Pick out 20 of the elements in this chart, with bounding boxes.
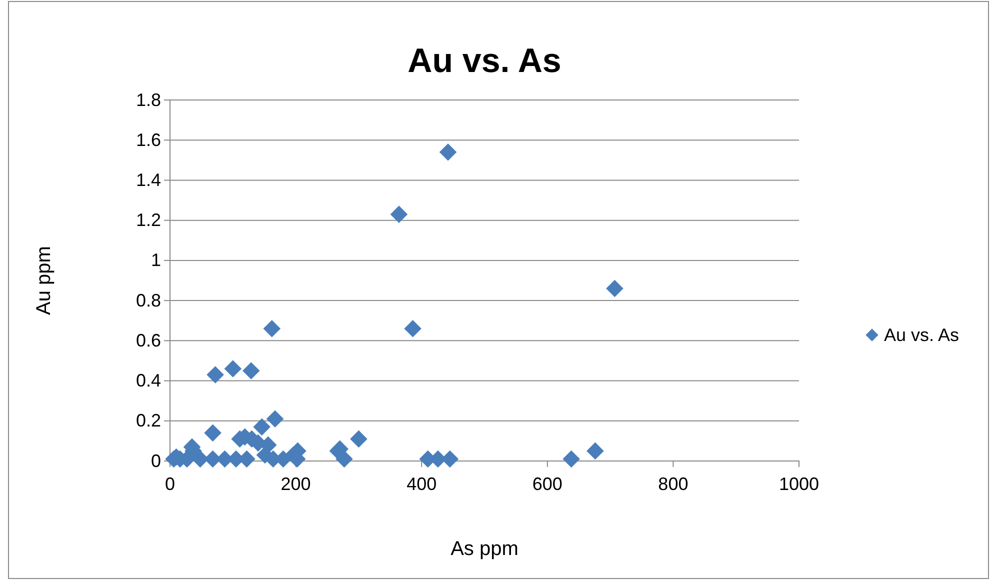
y-tick-label: 0.2 bbox=[136, 410, 161, 431]
y-tick-label: 1.6 bbox=[136, 130, 161, 150]
x-tick-label: 800 bbox=[658, 474, 688, 494]
y-tick-label: 1.8 bbox=[136, 90, 161, 110]
y-tick-label: 0.6 bbox=[136, 330, 161, 350]
chart-title: Au vs. As bbox=[408, 42, 562, 80]
x-tick-label: 400 bbox=[406, 474, 437, 494]
legend-label: Au vs. As bbox=[884, 325, 960, 345]
x-tick-label: 600 bbox=[532, 474, 562, 494]
y-tick-label: 1.2 bbox=[136, 210, 161, 230]
x-tick-label: 0 bbox=[164, 474, 176, 494]
y-tick-label: 0.4 bbox=[136, 370, 161, 391]
y-tick-label: 0.8 bbox=[136, 290, 161, 310]
y-tick-label: 1 bbox=[150, 250, 161, 270]
y-tick-label: 1.4 bbox=[136, 170, 161, 190]
x-tick-label: 200 bbox=[280, 474, 311, 494]
x-axis-title: As ppm bbox=[450, 538, 518, 560]
x-tick-label: 1000 bbox=[778, 474, 820, 494]
y-axis-title: Au ppm bbox=[33, 246, 55, 315]
y-tick-label: 0 bbox=[150, 450, 161, 471]
